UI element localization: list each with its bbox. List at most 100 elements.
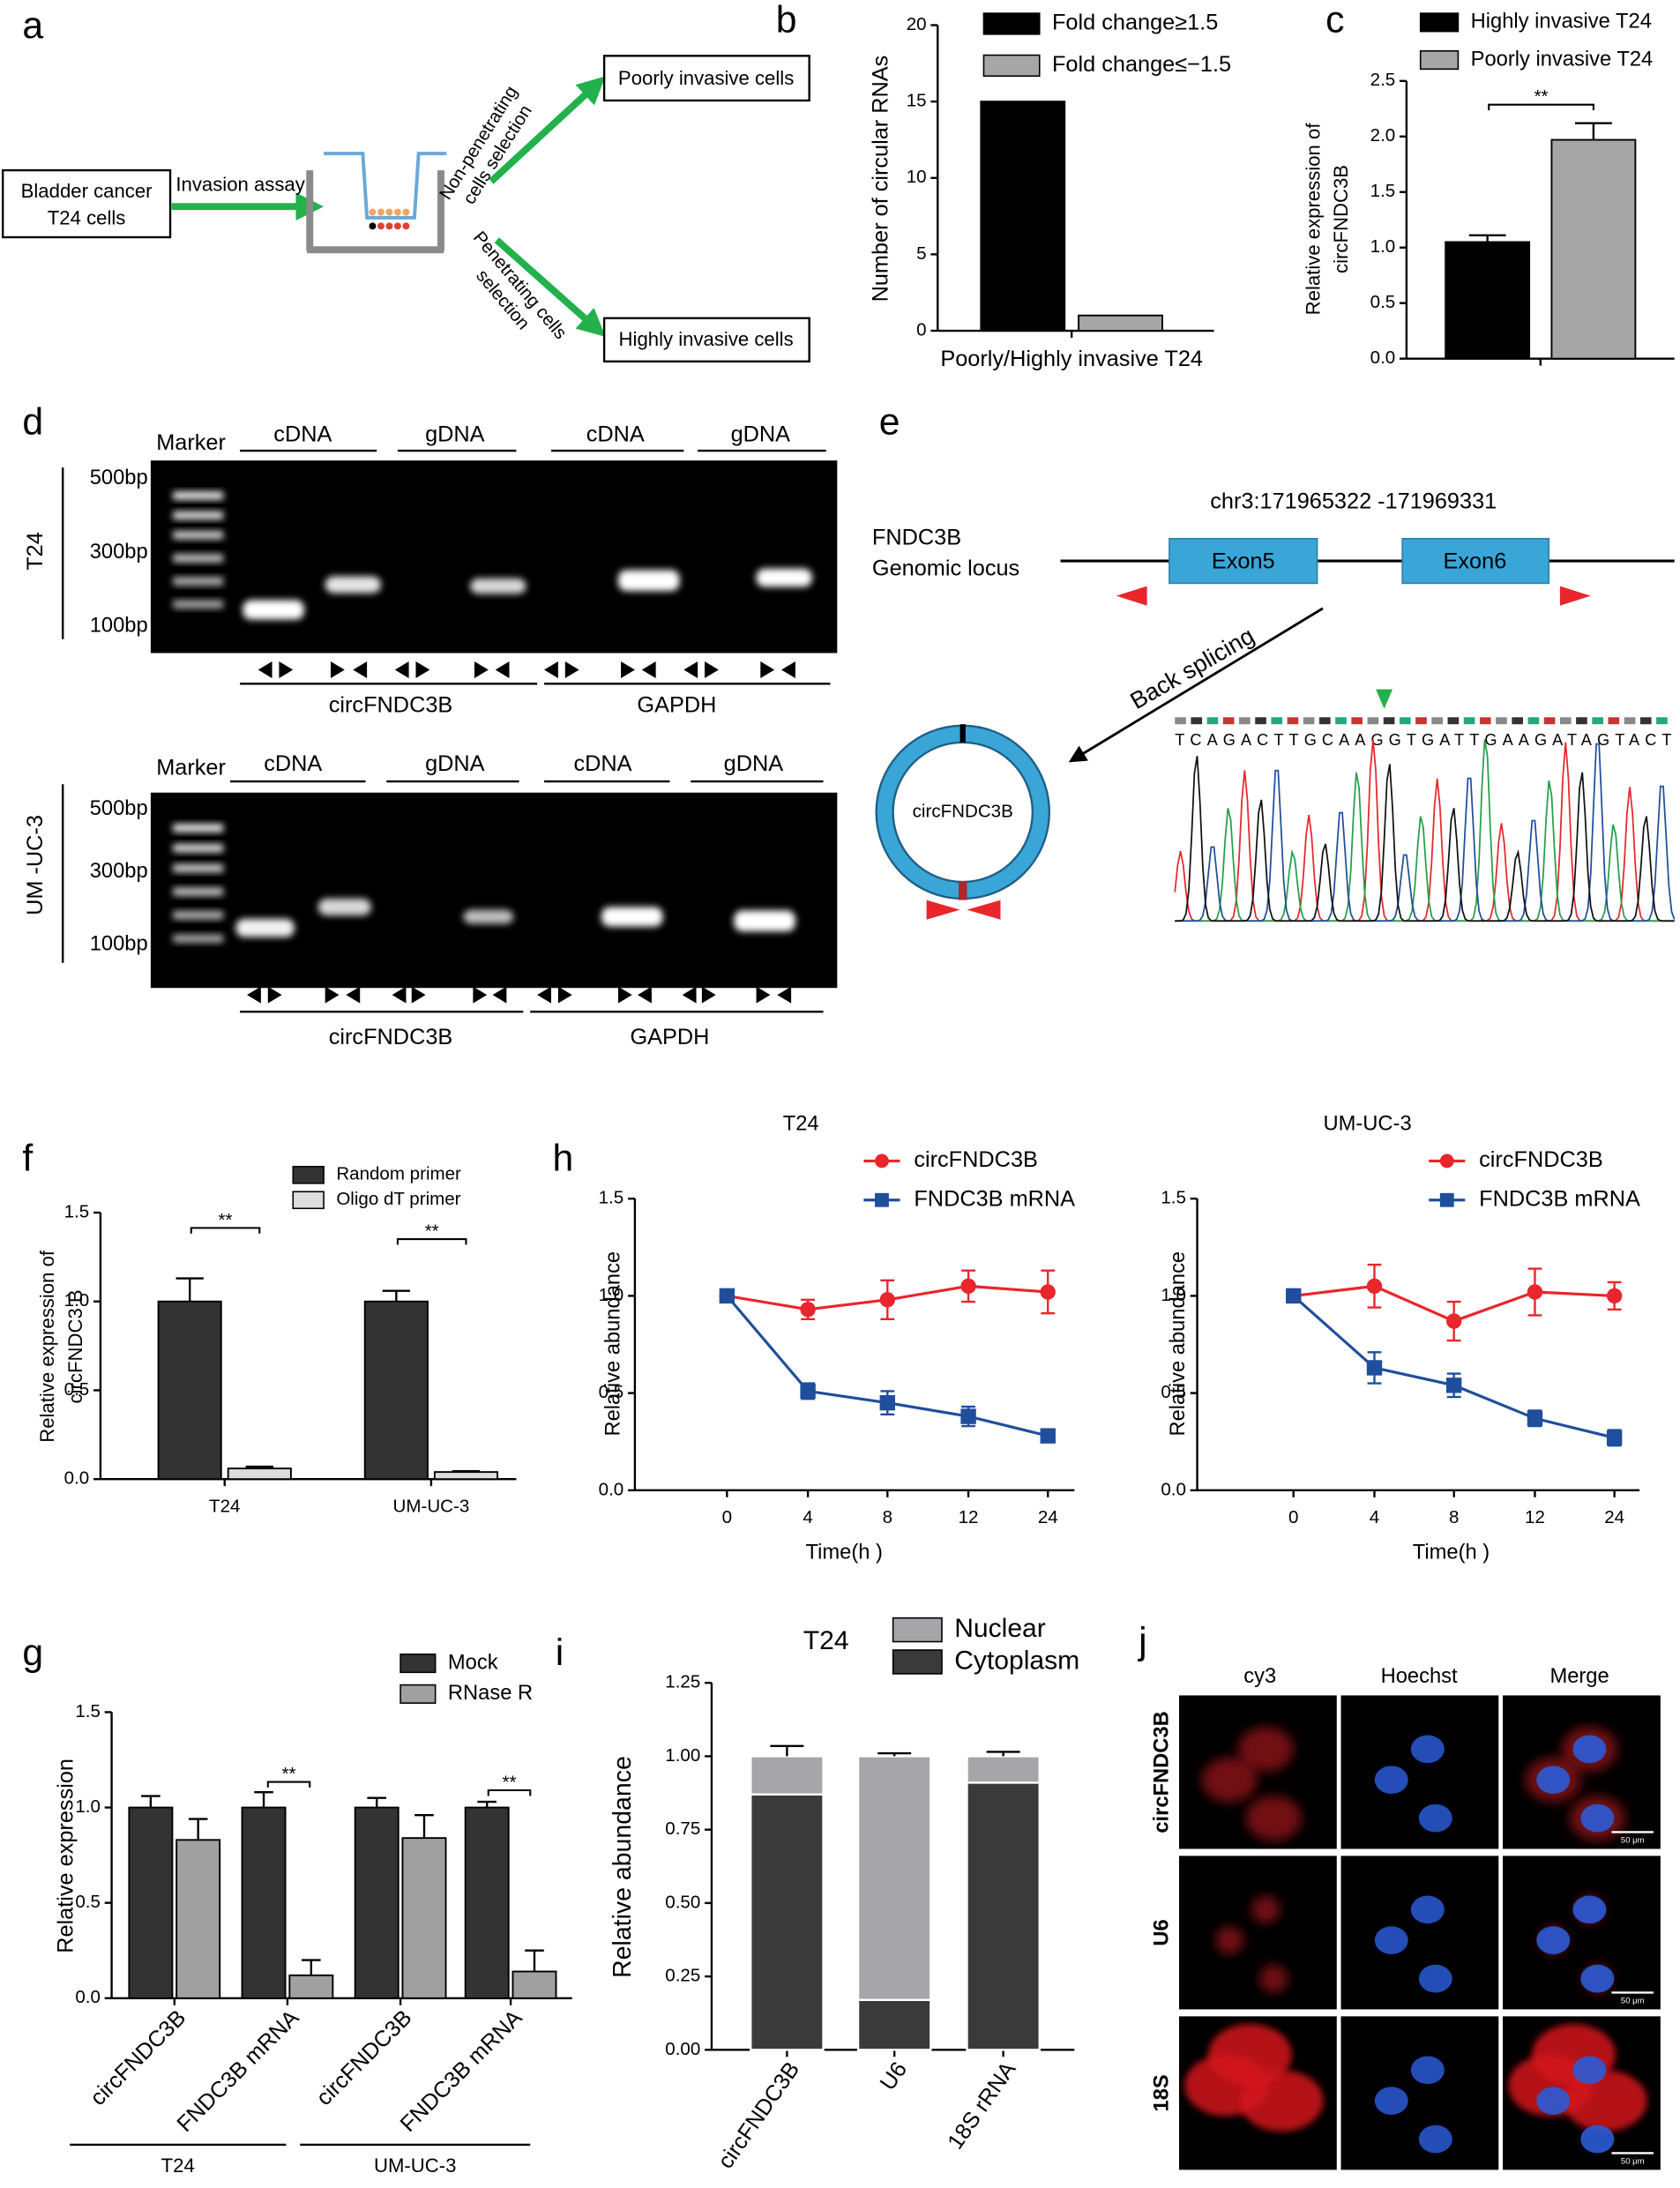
x-tick-label: 0 [1288, 1507, 1298, 1527]
band [243, 600, 304, 620]
nucleus [1536, 1926, 1571, 1954]
primer-arrow [781, 661, 795, 678]
trace [1175, 755, 1675, 922]
cy3-signal [1237, 1727, 1294, 1772]
primer-arrow [411, 986, 426, 1004]
legend-label: circFNDC3B [1479, 1147, 1603, 1172]
primer-arrow [392, 986, 407, 1004]
nucleus [1374, 1766, 1408, 1794]
significance: ** [503, 1773, 517, 1793]
arrow-text: Back splicing [1125, 623, 1258, 714]
marker-label: Marker [156, 756, 226, 780]
y-tick-label: 0.5 [75, 1892, 101, 1912]
marker-band [173, 511, 224, 520]
legend-label: Fold change≥1.5 [1052, 11, 1218, 35]
base-box [1191, 717, 1203, 725]
primer-arrow [701, 986, 716, 1004]
y-tick-label: 10 [907, 167, 927, 187]
y-tick-label: 1.0 [1161, 1285, 1186, 1305]
bar [175, 1839, 221, 1999]
point [1527, 1410, 1543, 1426]
cy3-signal [1245, 1796, 1302, 1841]
point [1445, 1313, 1462, 1329]
error-bar [382, 1289, 411, 1302]
marker-band [173, 531, 224, 540]
bar [128, 1806, 174, 1999]
panel-a: a Bladder cancer T24 cells Invasion assa… [1, 4, 810, 363]
nucleus [1536, 2087, 1571, 2115]
band [470, 578, 526, 594]
base-box [1318, 717, 1331, 725]
primer [1559, 586, 1591, 606]
error-bar [141, 1795, 161, 1808]
bar [1078, 314, 1163, 332]
lane-label: cDNA [264, 751, 322, 776]
primer-arrow [705, 661, 719, 678]
legend-label: circFNDC3B [914, 1147, 1038, 1172]
legend-marker [1439, 1154, 1454, 1169]
input-box [1, 168, 172, 239]
x-tick-label: 18S rRNA [943, 2057, 1020, 2154]
legend-swatch [399, 1653, 437, 1674]
base-box [1543, 717, 1556, 725]
exon-label: Exon5 [1212, 549, 1275, 573]
error-bar [877, 1751, 912, 1757]
result-box [602, 317, 810, 363]
point [1527, 1284, 1543, 1300]
cy3-signal [1251, 1895, 1281, 1924]
sequence: TCAGACTTGCAAGGTGATTGAAGATAGTACT [1175, 731, 1671, 749]
x-tick-label: FNDC3B mRNA [396, 2005, 527, 2137]
y-axis-label: Number of circular RNAs [869, 56, 893, 302]
significance: ** [425, 1221, 439, 1242]
bar-segment [966, 1755, 1041, 1784]
row-label: circFNDC3B [1150, 1711, 1173, 1833]
legend-swatch [292, 1191, 325, 1210]
error-bar [302, 1959, 321, 1975]
x-tick-label: 4 [803, 1507, 812, 1527]
y-tick-label: 0.0 [1161, 1479, 1186, 1499]
bar-segment [966, 1781, 1041, 2051]
primer-arrow [267, 986, 282, 1004]
primer-arrow [777, 986, 792, 1004]
marker-band [173, 491, 224, 500]
base-box [1576, 717, 1587, 725]
circ-label: circFNDC3B [913, 801, 1013, 821]
legend-label: FNDC3B mRNA [1479, 1186, 1640, 1211]
error-bar [245, 1465, 273, 1469]
micrograph [1340, 1856, 1499, 2010]
base-box [1527, 717, 1540, 725]
lane-label: gDNA [425, 751, 485, 776]
base-box [1415, 717, 1427, 725]
legend-label: Highly invasive T24 [1471, 11, 1652, 34]
band [734, 910, 795, 932]
bar-segment [856, 1998, 932, 2051]
cy3-signal [1201, 1757, 1258, 1803]
y-tick-label: 20 [907, 14, 927, 34]
significance-bracket [190, 1227, 261, 1234]
marker-band [173, 554, 224, 563]
chart: g 0.0 0.5 1.0 1.5 Relative expression circFNDC… [22, 1632, 572, 2177]
nucleus [1418, 1964, 1452, 1993]
error-bar [452, 1469, 481, 1473]
nucleus [1536, 1766, 1571, 1794]
cy3-signal [1563, 2070, 1647, 2132]
cell-line: T24 [23, 532, 48, 571]
marker-band [173, 577, 224, 586]
box-text: Poorly invasive cells [618, 67, 794, 89]
base-box [1656, 717, 1668, 725]
primer-arrow [394, 661, 409, 678]
gene-label: circFNDC3B [329, 1025, 453, 1049]
gene-label: Genomic locus [872, 556, 1019, 580]
bar [363, 1300, 429, 1481]
primer [1116, 586, 1147, 606]
primer-arrow [415, 661, 430, 678]
base-box [1239, 717, 1251, 725]
legend-label: FNDC3B mRNA [914, 1186, 1075, 1211]
bar [1445, 241, 1531, 360]
legend-label: Poorly invasive T24 [1471, 48, 1654, 71]
y-tick-label: 1.5 [75, 1701, 101, 1721]
result-box [602, 55, 810, 102]
marker-band [173, 600, 224, 609]
y-axis-label: circFNDC3 B [64, 1289, 86, 1403]
panel-e: e chr3:171965322 -171969331 FNDC3B Genom… [872, 400, 1676, 922]
